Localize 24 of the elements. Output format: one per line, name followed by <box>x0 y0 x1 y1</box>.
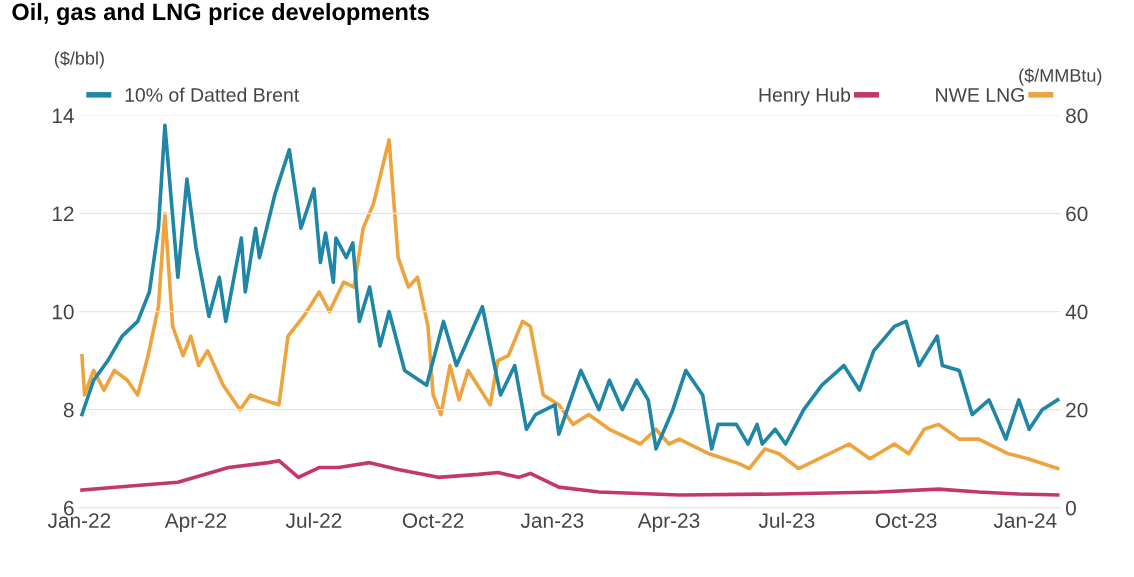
line-series <box>80 458 1060 497</box>
y2-tick-label: 60 <box>1066 206 1088 222</box>
y2-tick-label: 20 <box>1066 402 1088 418</box>
y2-axis-title: ($/MMBtu) <box>1019 68 1102 86</box>
x-tick-label: Oct-22 <box>402 513 464 528</box>
x-tick-label: Apr-22 <box>164 513 227 533</box>
y-tick-label: 10 <box>52 304 74 320</box>
x-tick-label: Jan-23 <box>520 513 584 528</box>
x-tick-label: Apr-23 <box>637 513 700 533</box>
text: 10% of Datted Brent <box>125 87 300 102</box>
legend-label: Henry Hub <box>759 87 851 106</box>
x-tick-label: Oct-23 <box>875 513 937 528</box>
legend-label: NWE LNG <box>936 88 1024 102</box>
chart-title: Oil, gas and LNG price developments <box>12 2 429 25</box>
x-tick-label: Jul-22 <box>285 512 342 528</box>
y2-tick-label: 80 <box>1066 108 1088 124</box>
y-tick-label: 12 <box>52 206 74 222</box>
y-tick-label: 8 <box>63 402 74 418</box>
y-tick-label: 14 <box>52 108 74 123</box>
x-tick-label: Jan-24 <box>993 513 1057 528</box>
y2-tick-label: 0 <box>1065 500 1076 516</box>
y2-tick-label: 40 <box>1065 304 1088 320</box>
y-axis-title: ($/bbl) <box>54 51 104 69</box>
x-tick-label: Jul-23 <box>758 512 815 528</box>
